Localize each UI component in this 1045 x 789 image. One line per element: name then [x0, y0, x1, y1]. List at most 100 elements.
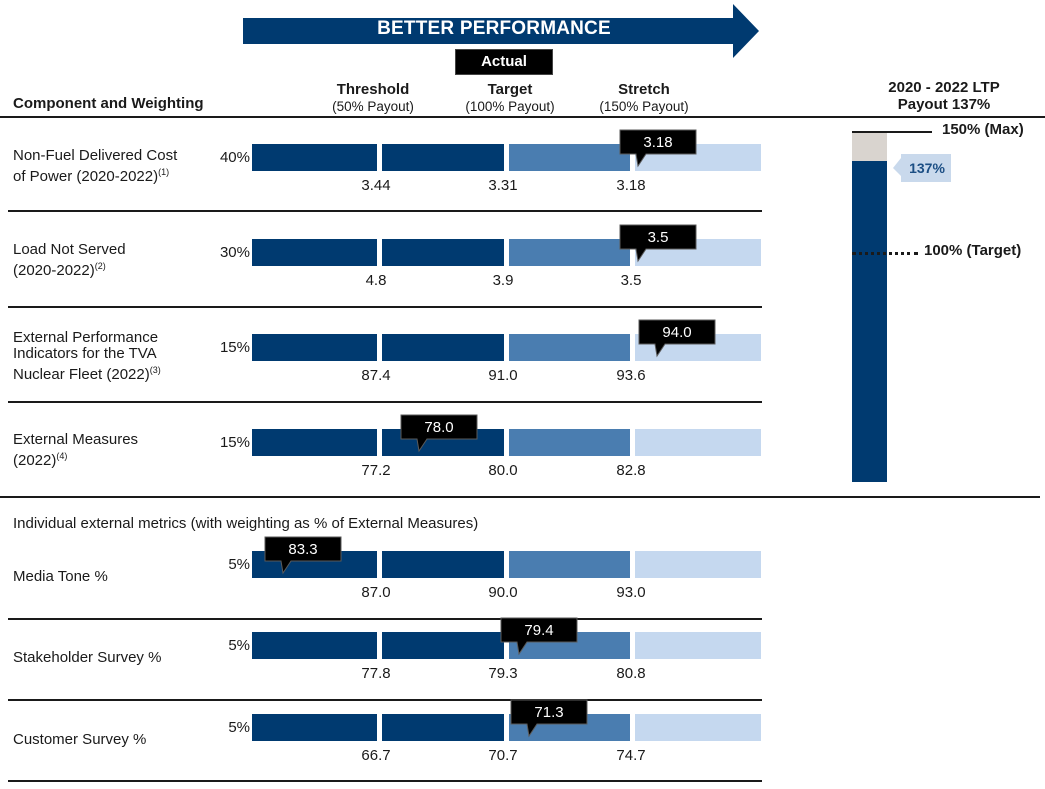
above-stretch-segment	[635, 551, 761, 578]
actual-callout: 79.4	[500, 617, 578, 656]
row-label: Media Tone %	[13, 569, 108, 585]
target-stretch-segment	[509, 239, 630, 266]
row-label: Load Not Served (2020-2022)(2)	[13, 242, 126, 279]
ltp-target-line	[852, 252, 918, 255]
ltp-target-label: 100% (Target)	[924, 242, 1022, 259]
stretch-value: 93.6	[616, 367, 646, 384]
row-label-line: Indicators for the TVA	[13, 345, 157, 362]
target-value: 90.0	[488, 584, 518, 601]
ltp-remaining-bar	[852, 131, 887, 162]
stretch-value: 80.8	[616, 665, 646, 682]
threshold-value: 4.8	[365, 272, 387, 289]
below-threshold-segment	[252, 632, 377, 659]
row-divider	[8, 401, 762, 403]
row-label: Customer Survey %	[13, 732, 146, 748]
row-weight: 5%	[228, 556, 250, 573]
row-label-line: Nuclear Fleet (2022)(3)	[13, 365, 161, 383]
footnote-ref: (3)	[149, 365, 161, 375]
stretch-label: Stretch	[618, 81, 670, 98]
ltp-header: 2020 - 2022 LTP Payout 137%	[858, 79, 1030, 113]
row-label-line: Media Tone %	[13, 568, 108, 585]
above-stretch-segment	[635, 429, 761, 456]
target-value: 3.9	[492, 272, 514, 289]
footnote-ref: (1)	[158, 167, 170, 177]
row-label: Stakeholder Survey %	[13, 650, 161, 666]
ltp-payout-bar	[852, 161, 887, 482]
row-weight: 5%	[228, 637, 250, 654]
row-label: External Measures (2022)(4)	[13, 432, 138, 469]
header-rule	[0, 116, 1045, 118]
actual-callout-shape	[500, 617, 578, 656]
row-label-line: External Measures	[13, 431, 139, 448]
row-weight: 40%	[219, 149, 250, 166]
actual-callout-shape	[264, 536, 342, 575]
row-label-line: (2022)(4)	[13, 451, 68, 469]
below-threshold-segment	[252, 714, 377, 741]
stretch-value: 74.7	[616, 747, 646, 764]
ltp-value-label: 137%	[909, 160, 945, 176]
actual-value: 83.3	[289, 541, 318, 558]
actual-value: 78.0	[425, 419, 454, 436]
component-header: Component and Weighting	[13, 95, 204, 112]
banner-title: BETTER PERFORMANCE	[377, 18, 611, 39]
row-label-line: Stakeholder Survey %	[13, 649, 162, 666]
above-stretch-segment	[635, 632, 761, 659]
actual-value: 3.5	[648, 229, 669, 246]
row-label: Non-Fuel Delivered Cost of Power (2020-20…	[13, 148, 177, 185]
row-divider	[0, 496, 1040, 498]
threshold-header: Threshold (50% Payout)	[318, 81, 428, 115]
actual-callout: 83.3	[264, 536, 342, 575]
target-value: 70.7	[488, 747, 518, 764]
threshold-target-segment	[382, 551, 504, 578]
better-performance-arrow	[243, 4, 759, 58]
target-value: 3.31	[488, 177, 518, 194]
actual-value: 3.18	[643, 134, 672, 151]
actual-value: 71.3	[535, 704, 564, 721]
actual-value: 94.0	[663, 324, 692, 341]
row-label-line: Non-Fuel Delivered Cost	[13, 147, 178, 164]
row-label-line: Load Not Served	[13, 241, 126, 258]
ltp-value-tag-shape	[893, 154, 951, 183]
actual-callout-shape	[400, 414, 478, 453]
threshold-value: 66.7	[361, 747, 391, 764]
actual-callout-shape	[619, 129, 697, 168]
threshold-value: 3.44	[361, 177, 391, 194]
ltp-max-label: 150% (Max)	[942, 121, 1024, 138]
threshold-value: 87.0	[361, 584, 391, 601]
row-divider	[8, 618, 762, 620]
target-value: 79.3	[488, 665, 518, 682]
target-header: Target (100% Payout)	[452, 81, 568, 115]
stretch-value: 93.0	[616, 584, 646, 601]
row-label-line: Customer Survey %	[13, 731, 147, 748]
target-value: 80.0	[488, 462, 518, 479]
threshold-target-segment	[382, 144, 504, 171]
threshold-target-segment	[382, 334, 504, 361]
ltp-value-tag: 137%	[893, 154, 951, 183]
row-weight: 5%	[228, 719, 250, 736]
target-label: Target	[487, 81, 533, 98]
row-label: External Performance Indicators for the T…	[13, 330, 161, 383]
stretch-header: Stretch (150% Payout)	[586, 81, 702, 115]
threshold-label: Threshold	[336, 81, 410, 98]
target-stretch-segment	[509, 144, 630, 171]
threshold-value: 87.4	[361, 367, 391, 384]
actual-value: 79.4	[524, 622, 553, 639]
ltp-title-line1: 2020 - 2022 LTP	[888, 79, 1000, 96]
row-divider	[8, 699, 762, 701]
actual-callout: 71.3	[510, 699, 588, 738]
actual-legend-box: Actual	[455, 49, 553, 75]
ltp-title-line2: Payout 137%	[897, 96, 991, 113]
row-label-line: of Power (2020-2022)(1)	[13, 167, 170, 185]
stretch-value: 3.5	[620, 272, 642, 289]
row-weight: 15%	[219, 339, 250, 356]
above-stretch-segment	[635, 714, 761, 741]
below-threshold-segment	[252, 144, 377, 171]
threshold-target-segment	[382, 239, 504, 266]
target-stretch-segment	[509, 551, 630, 578]
actual-callout-shape	[619, 224, 697, 263]
threshold-value: 77.2	[361, 462, 391, 479]
actual-callout-shape	[510, 699, 588, 738]
row-weight: 15%	[219, 434, 250, 451]
row-weight: 30%	[219, 244, 250, 261]
row-divider	[8, 306, 762, 308]
